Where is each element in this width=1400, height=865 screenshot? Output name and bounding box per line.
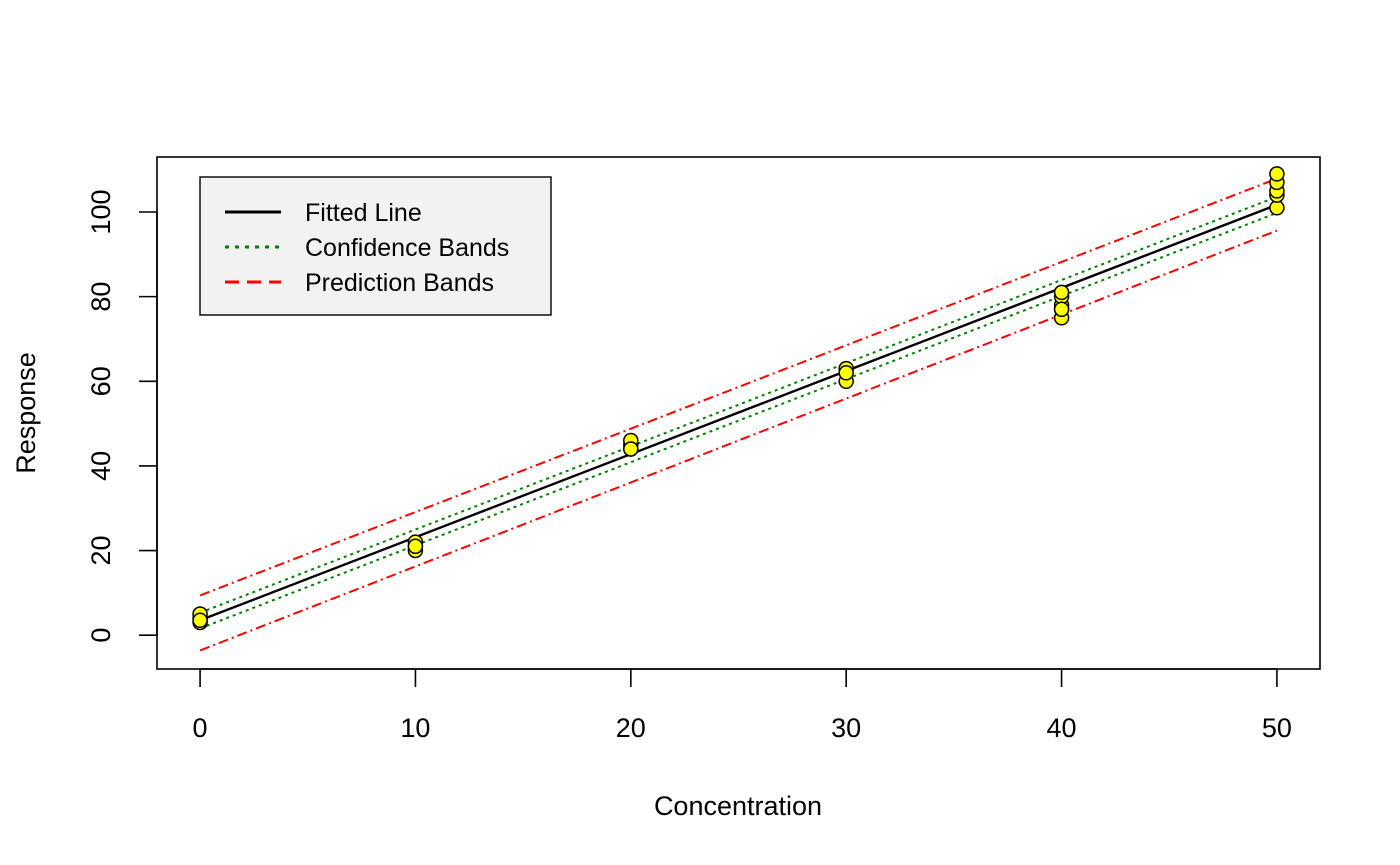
x-tick-label: 40 xyxy=(1047,713,1077,743)
y-tick-label: 20 xyxy=(86,535,116,565)
x-tick-label: 0 xyxy=(193,713,208,743)
legend-items: Fitted Line Confidence Bands Prediction Ba… xyxy=(225,199,509,297)
x-axis-label: Concentration xyxy=(654,791,822,821)
x-tick-label: 10 xyxy=(400,713,430,743)
data-point xyxy=(1269,166,1285,182)
y-tick-label: 60 xyxy=(86,366,116,396)
y-tick-label: 80 xyxy=(86,282,116,312)
series-line-1 xyxy=(199,195,1278,614)
data-point xyxy=(1053,284,1070,301)
y-tick-label: 40 xyxy=(86,451,116,481)
legend-label-2: Prediction Bands xyxy=(305,269,494,297)
series-line-0 xyxy=(199,203,1278,622)
legend-label-0: Fitted Line xyxy=(305,199,422,227)
legend: Fitted Line Confidence Bands Prediction Ba… xyxy=(199,176,552,316)
data-point xyxy=(623,441,639,457)
x-tick-label: 20 xyxy=(616,713,646,743)
x-tick-label: 50 xyxy=(1262,713,1292,743)
data-point xyxy=(192,612,208,629)
y-axis-label: Response xyxy=(11,352,41,474)
data-point xyxy=(407,538,424,555)
x-axis: 0 10 20 30 40 50 xyxy=(193,668,1292,743)
points-layer xyxy=(192,166,1285,631)
series-line-3 xyxy=(199,177,1278,597)
data-point xyxy=(1053,301,1070,318)
x-tick-label: 30 xyxy=(831,713,861,743)
series-line-2 xyxy=(199,211,1278,630)
data-point xyxy=(838,365,854,381)
series-line-4 xyxy=(199,229,1278,652)
legend-label-1: Confidence Bands xyxy=(305,234,509,262)
y-tick-label: 100 xyxy=(86,189,116,234)
series-layer xyxy=(199,177,1278,652)
y-axis: 0 20 40 60 80 100 xyxy=(86,189,158,643)
data-point xyxy=(1269,200,1285,216)
y-tick-label: 0 xyxy=(86,628,116,643)
